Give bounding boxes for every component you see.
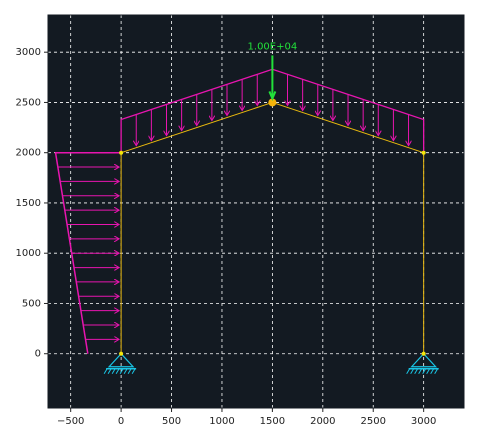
y-tick-label: 2000 — [16, 148, 41, 159]
y-tick-label: 3000 — [16, 47, 41, 58]
plot-area — [48, 15, 464, 408]
support — [103, 352, 137, 374]
node — [421, 351, 426, 356]
x-tick-label: 2500 — [361, 416, 386, 427]
y-tick-label: 2500 — [16, 97, 41, 108]
point-load-head — [268, 91, 277, 101]
x-tick-label: 0 — [118, 416, 124, 427]
y-tick-label: 500 — [22, 298, 41, 309]
y-tick-label: 1500 — [16, 198, 41, 209]
y-tick-label: 0 — [35, 349, 41, 360]
wind-load-outline — [54, 151, 122, 354]
member — [272, 101, 424, 154]
node — [119, 150, 124, 155]
member — [120, 101, 273, 154]
x-tick-label: 3000 — [411, 416, 436, 427]
x-tick-label: 1000 — [209, 416, 234, 427]
x-tick-label: 2000 — [310, 416, 335, 427]
plot-frame — [47, 14, 465, 409]
y-tick-label: 1000 — [16, 248, 41, 259]
x-tick-label: 500 — [162, 416, 181, 427]
point-load-label: 1.00E+04 — [248, 41, 298, 52]
x-tick-label: 1500 — [260, 416, 285, 427]
support — [406, 352, 439, 374]
node — [421, 150, 426, 155]
x-tick-label: −500 — [57, 416, 84, 427]
node — [119, 351, 124, 356]
loaded-node — [268, 98, 277, 107]
